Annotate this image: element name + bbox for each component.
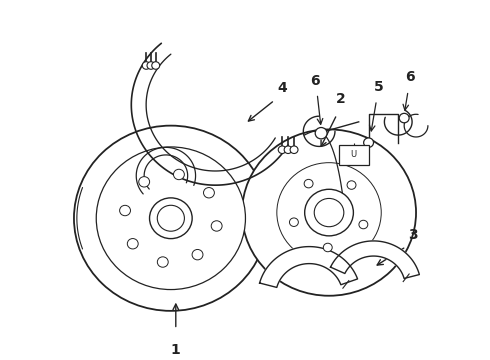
Ellipse shape: [157, 205, 184, 231]
Ellipse shape: [314, 198, 344, 227]
Ellipse shape: [147, 62, 155, 69]
Ellipse shape: [127, 239, 138, 249]
Ellipse shape: [192, 249, 203, 260]
Ellipse shape: [211, 221, 222, 231]
Ellipse shape: [364, 138, 373, 147]
Text: 1: 1: [171, 343, 181, 357]
Text: U: U: [351, 150, 357, 159]
Text: 6: 6: [405, 70, 415, 84]
Ellipse shape: [284, 146, 292, 153]
Ellipse shape: [139, 177, 149, 187]
Ellipse shape: [347, 181, 356, 189]
Ellipse shape: [290, 218, 298, 226]
Ellipse shape: [203, 188, 215, 198]
Text: 6: 6: [310, 74, 320, 88]
Polygon shape: [260, 247, 358, 287]
Bar: [339, 144, 368, 165]
Ellipse shape: [96, 147, 245, 289]
Ellipse shape: [152, 62, 160, 69]
Ellipse shape: [74, 126, 268, 311]
Text: 5: 5: [373, 80, 383, 94]
Text: 4: 4: [278, 81, 288, 95]
Ellipse shape: [173, 169, 184, 180]
Ellipse shape: [142, 62, 150, 69]
Ellipse shape: [305, 189, 353, 236]
Ellipse shape: [359, 220, 368, 229]
Ellipse shape: [277, 163, 381, 262]
Ellipse shape: [315, 127, 327, 139]
Ellipse shape: [242, 129, 416, 296]
Ellipse shape: [290, 146, 298, 153]
Ellipse shape: [399, 113, 409, 123]
Ellipse shape: [304, 179, 313, 188]
Ellipse shape: [149, 198, 192, 239]
Polygon shape: [331, 241, 419, 279]
Ellipse shape: [120, 205, 130, 216]
Text: 2: 2: [336, 92, 346, 106]
Ellipse shape: [157, 257, 168, 267]
Ellipse shape: [323, 243, 332, 252]
Text: 3: 3: [408, 228, 418, 242]
Ellipse shape: [278, 146, 286, 153]
